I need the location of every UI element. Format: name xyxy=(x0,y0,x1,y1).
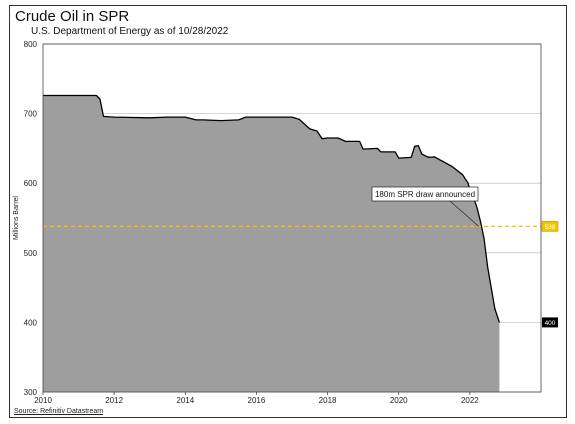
last-value-badge-label: 400 xyxy=(545,320,556,327)
x-tick-label: 2010 xyxy=(34,396,52,405)
callout-box xyxy=(371,186,479,202)
series-area xyxy=(43,95,500,392)
source-note: Source: Refinitiv Datastream xyxy=(14,408,104,415)
chart-title: Crude Oil in SPR xyxy=(15,8,130,25)
y-axis-ticks: 300 400 500 600 700 800 xyxy=(24,40,38,397)
reference-badge: 538 xyxy=(541,221,559,232)
callout-text: 180m SPR draw announced xyxy=(375,190,475,199)
reference-badge-box xyxy=(541,221,559,232)
y-tick-label: 400 xyxy=(24,318,38,327)
chart-subtitle: U.S. Department of Energy as of 10/28/20… xyxy=(31,26,229,37)
y-tick-label: 700 xyxy=(24,110,38,119)
x-tick-label: 2012 xyxy=(105,396,123,405)
x-tick-label: 2022 xyxy=(461,396,479,405)
plot-border xyxy=(42,43,542,393)
x-axis-ticks: 2010 2012 2014 2016 2018 2020 2022 xyxy=(34,392,479,405)
x-tick-label: 2020 xyxy=(390,396,408,405)
last-value-badge: 400 xyxy=(542,317,558,328)
y-tick-label: 300 xyxy=(24,388,38,397)
y-tick-label: 600 xyxy=(24,179,38,188)
reference-badge-label: 538 xyxy=(545,224,556,231)
last-value-badge-box xyxy=(542,317,558,328)
x-tick-label: 2014 xyxy=(176,396,194,405)
y-tick-label: 800 xyxy=(24,40,38,49)
y-axis-title: Millions Barrel xyxy=(13,196,20,240)
callout-leader-line xyxy=(449,200,479,227)
x-tick-label: 2018 xyxy=(319,396,337,405)
annotation-callout: 180m SPR draw announced xyxy=(371,186,479,227)
y-tick-label: 500 xyxy=(24,249,38,258)
x-tick-label: 2016 xyxy=(248,396,266,405)
